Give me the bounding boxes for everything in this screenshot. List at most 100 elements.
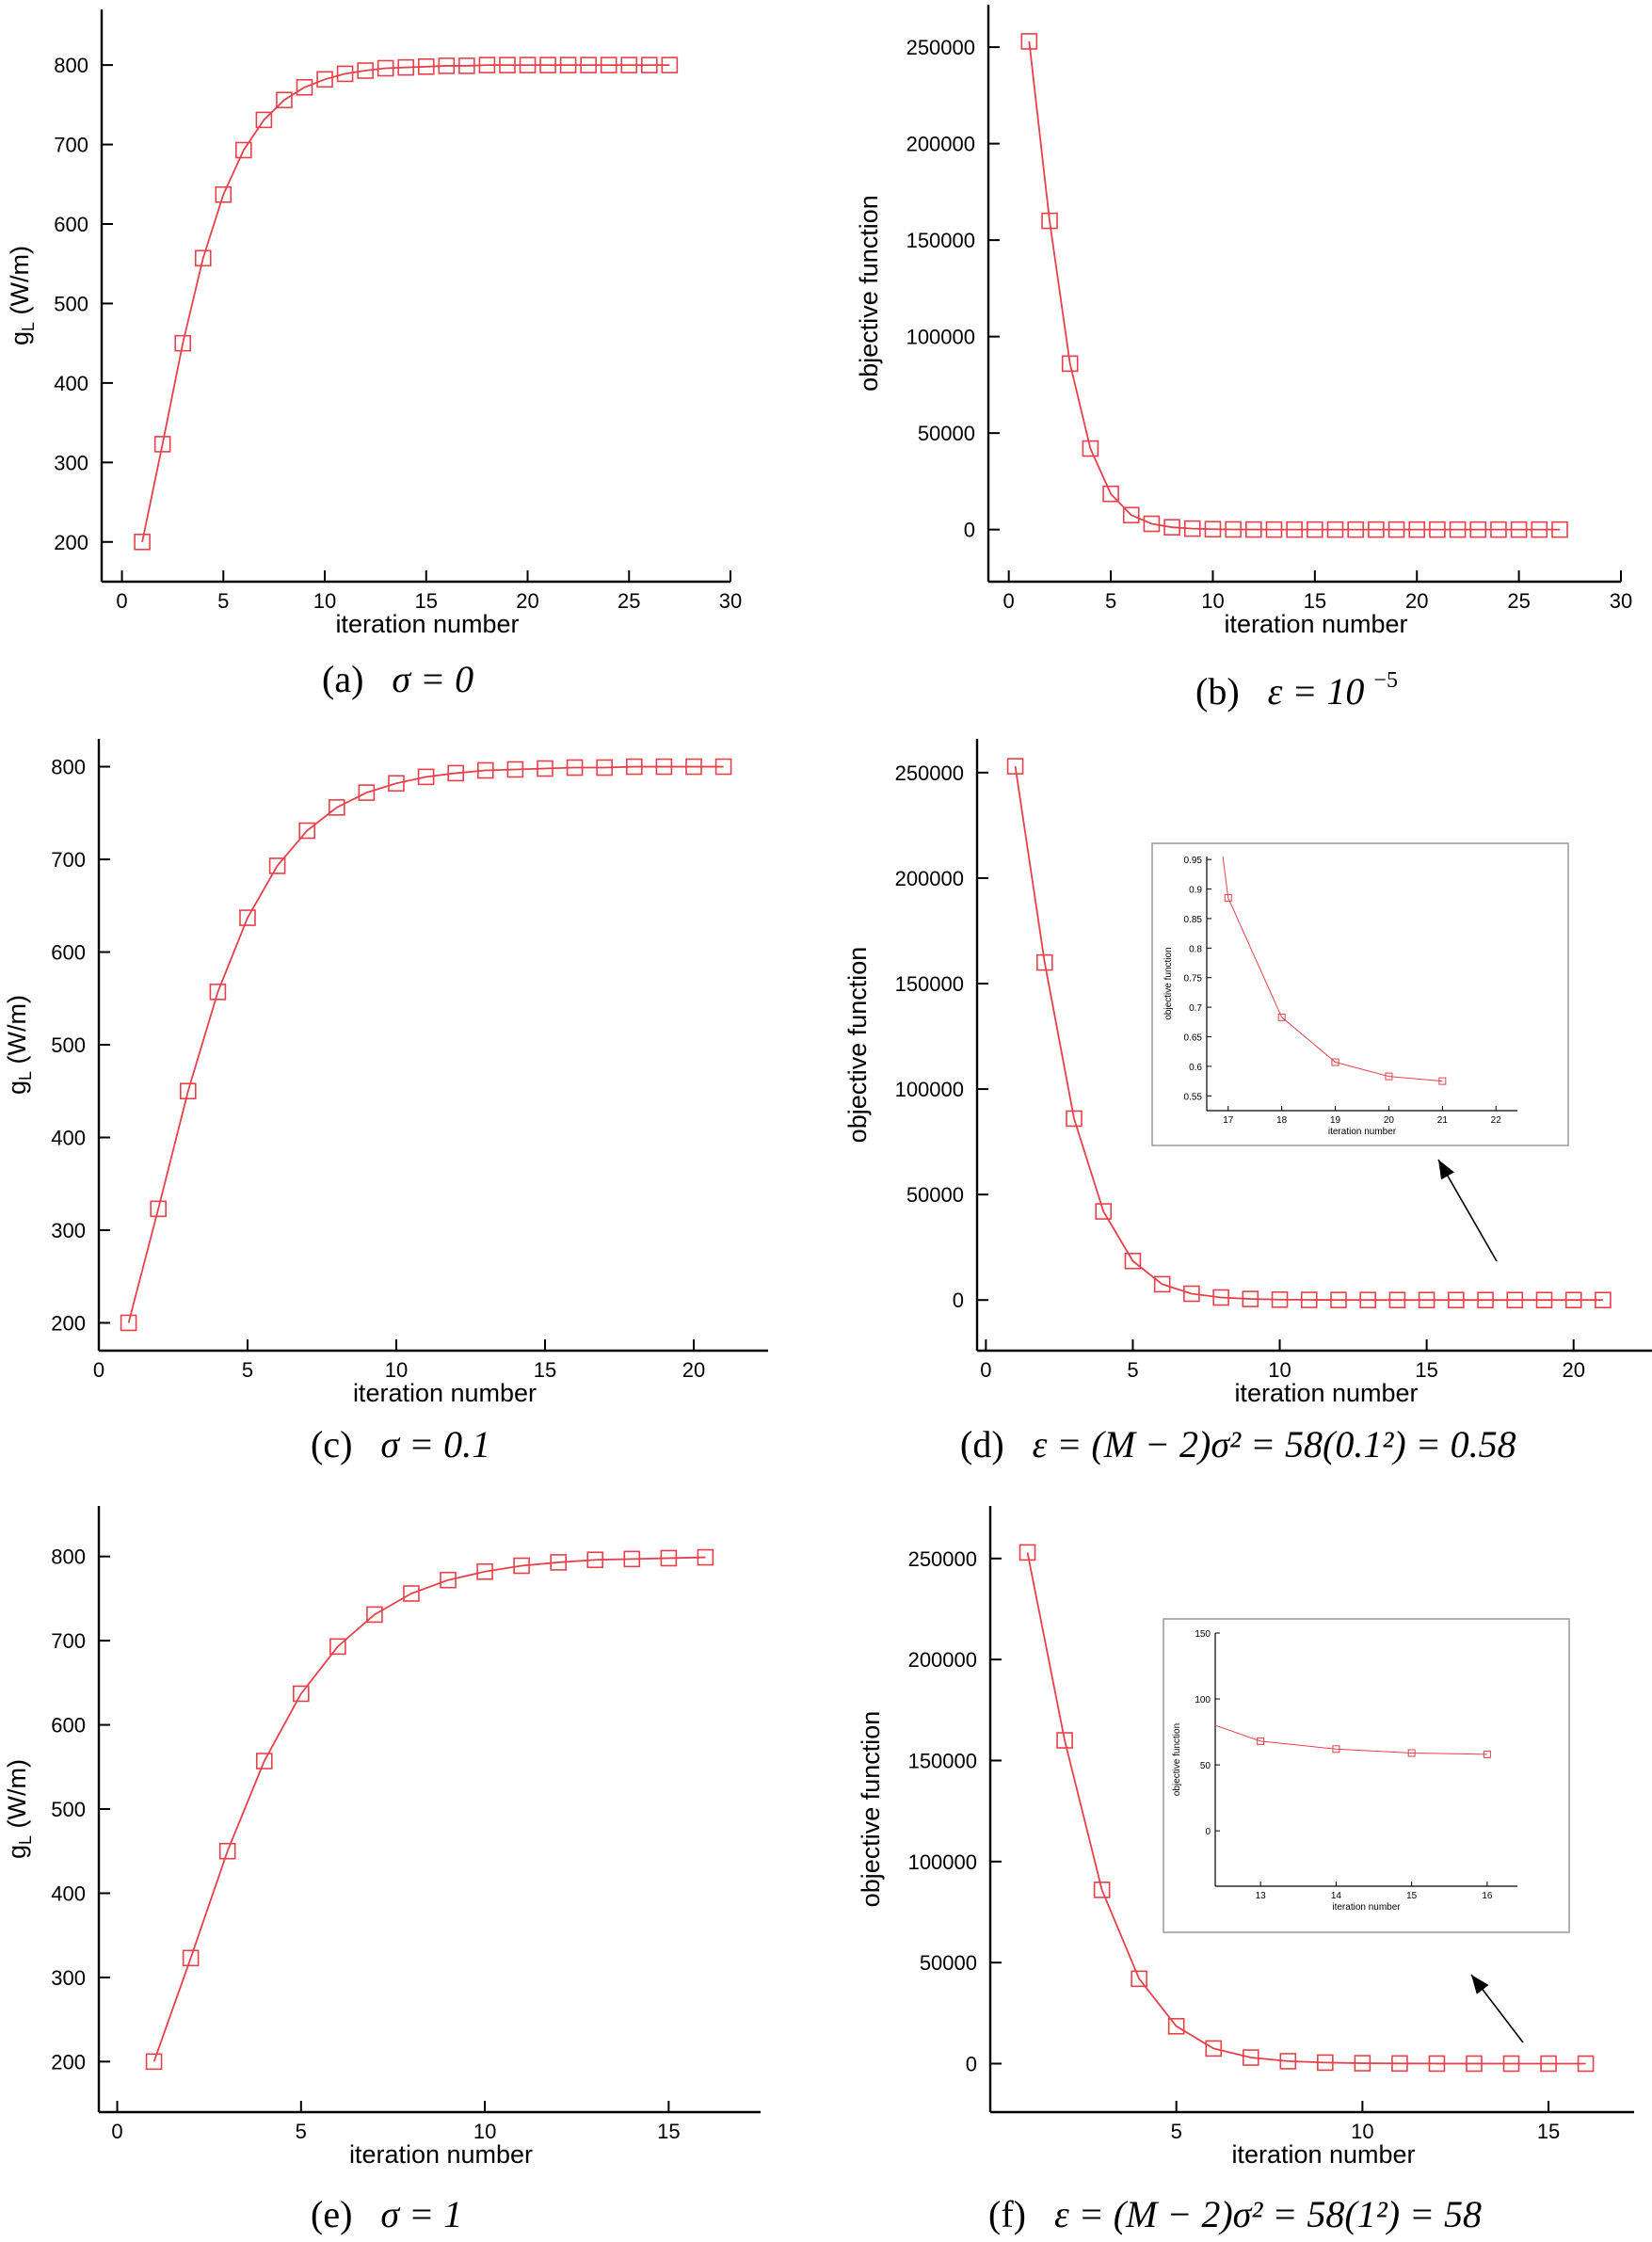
data-point-f-16 [1577, 2055, 1595, 2073]
data-point-a-16 [438, 57, 456, 74]
y-tick-label: 50000 [920, 1951, 977, 1975]
data-point-c-11 [417, 768, 435, 786]
data-point-b-12 [1245, 520, 1262, 538]
data-point-d-9 [1242, 1290, 1259, 1307]
data-point-e-16 [697, 1548, 714, 1566]
inset-y-tick-label: 0.85 [1184, 915, 1203, 925]
data-point-inset-d-2 [1277, 1013, 1286, 1021]
data-point-a-23 [580, 56, 597, 73]
inset-x-tick-label: 19 [1330, 1115, 1341, 1126]
data-point-b-2 [1041, 212, 1058, 230]
y-axis-label-d: objective function [843, 947, 872, 1144]
data-point-b-15 [1307, 520, 1323, 538]
x-tick-label: 5 [296, 2120, 307, 2143]
data-point-c-4 [209, 984, 227, 1001]
data-point-inset-f-2 [1332, 1745, 1340, 1754]
data-point-a-26 [641, 56, 658, 73]
data-point-e-12 [550, 1554, 567, 1571]
x-tick-label: 10 [313, 589, 336, 613]
data-point-e-7 [366, 1606, 383, 1624]
inset-y-tick-label: 0.75 [1184, 974, 1203, 985]
y-tick-label: 50000 [906, 1183, 964, 1207]
data-point-e-8 [403, 1585, 420, 1602]
y-tick-label: 700 [51, 848, 86, 872]
data-point-f-1 [1018, 1544, 1036, 1561]
data-point-c-8 [328, 799, 345, 816]
inset-series-line [1222, 856, 1443, 1082]
data-point-f-6 [1205, 2040, 1223, 2058]
data-point-d-6 [1153, 1275, 1171, 1293]
data-point-a-1 [134, 533, 151, 551]
data-point-c-1 [120, 1314, 137, 1332]
data-point-c-16 [566, 759, 584, 777]
data-point-d-14 [1388, 1291, 1406, 1308]
chart-panel-e: 0 5 10 15 200 300 400 500 600 700 800 iteration num… [3, 1506, 761, 2169]
data-point-e-10 [476, 1562, 493, 1580]
caption-e: (e) σ = 1 [311, 2193, 462, 2235]
data-point-b-5 [1102, 485, 1119, 503]
data-point-a-7 [255, 111, 273, 129]
x-axis-label-c: iteration number [353, 1379, 537, 1407]
data-point-a-11 [336, 65, 354, 83]
y-tick-label: 100000 [906, 326, 975, 349]
data-point-inset-d-3 [1331, 1058, 1339, 1066]
y-tick-label: 250000 [906, 36, 975, 59]
y-tick-label: 150000 [895, 972, 964, 996]
x-tick-label: 25 [617, 589, 640, 613]
x-tick-label: 30 [719, 589, 742, 613]
data-point-a-9 [296, 78, 313, 96]
x-tick-label: 15 [1537, 2120, 1560, 2143]
zoom-arrow-head-d [1438, 1160, 1454, 1180]
data-point-f-10 [1354, 2055, 1371, 2072]
y-tick-label: 700 [51, 1629, 86, 1653]
y-tick-label: 150000 [908, 1749, 977, 1772]
data-point-a-12 [357, 62, 374, 79]
data-point-b-20 [1408, 520, 1426, 538]
inset-y-tick-label: 0 [1205, 1827, 1211, 1837]
y-tick-label: 200 [51, 2050, 86, 2074]
data-point-d-11 [1300, 1291, 1318, 1308]
x-tick-label: 5 [217, 589, 229, 613]
y-tick-label: 200000 [906, 133, 975, 156]
data-point-a-13 [377, 59, 394, 77]
x-tick-label: 0 [111, 2120, 122, 2143]
x-tick-label: 5 [242, 1358, 253, 1382]
y-axis-label-a: gL (W/m) [6, 246, 38, 345]
data-point-b-11 [1225, 520, 1242, 538]
data-point-b-17 [1347, 520, 1364, 538]
data-point-a-4 [194, 249, 212, 267]
data-point-d-18 [1506, 1291, 1524, 1309]
x-tick-label: 15 [534, 1358, 556, 1382]
data-point-f-12 [1428, 2055, 1446, 2073]
x-tick-label: 25 [1507, 589, 1530, 613]
data-point-c-5 [239, 909, 256, 926]
x-tick-label: 10 [473, 2120, 496, 2143]
data-point-inset-d-5 [1438, 1077, 1447, 1085]
x-tick-label: 20 [516, 589, 538, 613]
y-tick-label: 600 [54, 213, 88, 236]
data-point-c-12 [447, 764, 465, 782]
data-point-a-20 [519, 56, 537, 73]
x-tick-label: 0 [93, 1358, 104, 1382]
series-line-e [152, 1556, 706, 2062]
y-tick-label: 100000 [908, 1850, 977, 1874]
caption-f: (f) ε = (M − 2)σ² = 58(1²) = 58 [988, 2193, 1482, 2235]
data-point-a-3 [174, 334, 191, 352]
x-tick-label: 10 [1351, 2120, 1373, 2143]
zoom-arrow-d [1437, 1159, 1498, 1262]
data-point-d-13 [1359, 1291, 1376, 1308]
data-point-c-18 [625, 758, 643, 776]
y-tick-label: 200 [51, 1311, 86, 1335]
x-tick-label: 10 [1268, 1358, 1291, 1382]
inset-series-line [1214, 1724, 1487, 1755]
chart-panel-a: 0 5 10 15 20 25 30 200 300 400 500 600 700 800 iterati… [6, 9, 742, 638]
data-point-d-7 [1183, 1285, 1200, 1303]
y-tick-label: 400 [51, 1882, 86, 1905]
inset-x-axis-label: iteration number [1332, 1902, 1401, 1913]
data-point-a-22 [559, 56, 577, 73]
y-axis-label-b: objective function [855, 195, 883, 392]
data-point-f-7 [1242, 2049, 1259, 2066]
data-point-c-7 [298, 822, 316, 840]
y-axis-label-c: gL (W/m) [3, 995, 35, 1095]
series-line-c [127, 765, 724, 1323]
